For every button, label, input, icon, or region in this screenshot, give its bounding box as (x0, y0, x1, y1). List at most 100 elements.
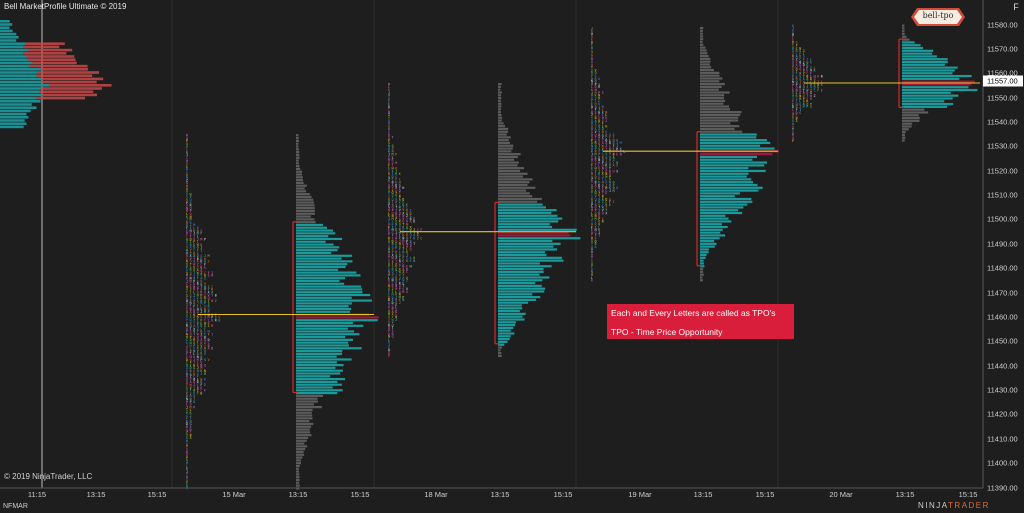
tpo-letter: R (190, 204, 192, 208)
tpo-letter: N (402, 237, 404, 241)
tpo-letter: R (806, 100, 808, 104)
tpo-letter: H (605, 186, 607, 190)
tpo-letter: E (810, 74, 812, 78)
tpo-letter: F (204, 327, 206, 331)
tpo-letter: V (602, 209, 604, 213)
profile-bar (296, 260, 353, 263)
tpo-letter: Q (595, 206, 597, 210)
tpo-letter: C (204, 271, 206, 275)
profile-bar (700, 158, 753, 161)
tpo-letter: I (193, 361, 195, 365)
tpo-letter: S (215, 316, 217, 320)
profile-bar (700, 54, 709, 58)
tpo-letter: O (388, 267, 390, 271)
tpo-letter: R (406, 234, 408, 238)
tpo-letter: W (200, 341, 202, 345)
tpo-letter: F (204, 262, 206, 266)
tpo-letter: O (186, 459, 188, 463)
tpo-letter: L (392, 155, 394, 159)
tpo-letter: X (392, 189, 394, 193)
tpo-letter: Z (186, 240, 188, 244)
tpo-letter: B (211, 288, 213, 292)
profile-bar (700, 57, 711, 60)
tpo-letter: G (598, 175, 600, 179)
tpo-letter: F (186, 291, 188, 295)
profile-bar (296, 148, 299, 151)
tpo-letter: T (388, 192, 390, 196)
composite-bar (0, 109, 31, 113)
profile-bar (498, 136, 511, 139)
tpo-letter: Y (186, 243, 188, 247)
profile-bar (498, 147, 513, 150)
tpo-letter: K (392, 284, 394, 288)
tpo-letter: S (186, 386, 188, 390)
profile-bar (296, 249, 338, 252)
tpo-letter: S (186, 195, 188, 199)
profile-bar (700, 130, 743, 133)
profile-bar (296, 153, 300, 156)
tpo-letter: B (806, 74, 808, 78)
profile-bar (700, 211, 743, 215)
tpo-letter: F (399, 248, 401, 252)
tpo-letter: N (792, 80, 794, 84)
tpo-letter: T (186, 383, 188, 387)
tpo-letter: V (796, 69, 798, 73)
profile-bar (498, 164, 518, 167)
tpo-letter: P (388, 265, 390, 269)
tpo-letter: G (186, 349, 188, 353)
tpo-letter: W (810, 94, 812, 98)
composite-bar (0, 26, 10, 29)
tpo-letter: R (190, 268, 192, 272)
tpo-letter: P (388, 203, 390, 207)
tpo-letter: D (399, 253, 401, 257)
tpo-letter: G (388, 287, 390, 291)
tpo-letter: K (204, 377, 206, 381)
tpo-letter: W (598, 200, 600, 204)
tpo-letter: D (410, 211, 412, 215)
tpo-letter: V (595, 130, 597, 134)
tpo-letter: R (799, 86, 801, 90)
tpo-letter: B (406, 209, 408, 213)
tpo-letter: D (598, 119, 600, 123)
tpo-letter: U (595, 71, 597, 75)
profile-bar (296, 162, 299, 165)
tpo-letter: S (605, 161, 607, 165)
profile-bar (700, 141, 771, 145)
tpo-letter: C (186, 296, 188, 300)
profile-bar (700, 147, 775, 150)
tpo-letter: W (402, 214, 404, 218)
tpo-letter: T (399, 214, 401, 218)
tpo-letter: Z (395, 318, 397, 322)
profile-bar (700, 43, 704, 46)
tpo-letter: R (605, 164, 607, 168)
tpo-letter: K (193, 229, 195, 233)
price-tick-label: 11430.00 (987, 385, 1018, 395)
tpo-letter: Z (186, 431, 188, 435)
tpo-letter: M (392, 152, 394, 156)
tpo-letter: D (395, 245, 397, 249)
tpo-letter: I (388, 220, 390, 224)
tpo-letter: E (200, 321, 202, 325)
profile-bar (296, 221, 316, 224)
tpo-letter: S (193, 400, 195, 404)
time-tick-label: 11:15 (27, 490, 47, 499)
tpo-letter: R (392, 332, 394, 336)
price-axis[interactable]: 11580.00 11570.00 11560.00 11550.00 11540.00… (983, 0, 1024, 492)
profile-bar (498, 234, 571, 237)
tpo-letter: I (193, 234, 195, 238)
profile-bar (700, 178, 752, 181)
profile-bar (498, 262, 540, 265)
f-button[interactable]: F (1013, 2, 1019, 12)
tpo-letter: R (186, 450, 188, 454)
tpo-letter: U (193, 394, 195, 398)
tpo-letter: W (197, 333, 199, 337)
tpo-letter: H (620, 152, 622, 156)
tpo-letter: Y (388, 116, 390, 120)
tpo-letter: N (186, 333, 188, 337)
tpo-letter: G (190, 232, 192, 236)
tpo-letter: B (186, 173, 188, 177)
tpo-letter: K (208, 321, 210, 325)
time-tick-label: 13:15 (895, 490, 915, 499)
tpo-letter: A (810, 86, 812, 90)
